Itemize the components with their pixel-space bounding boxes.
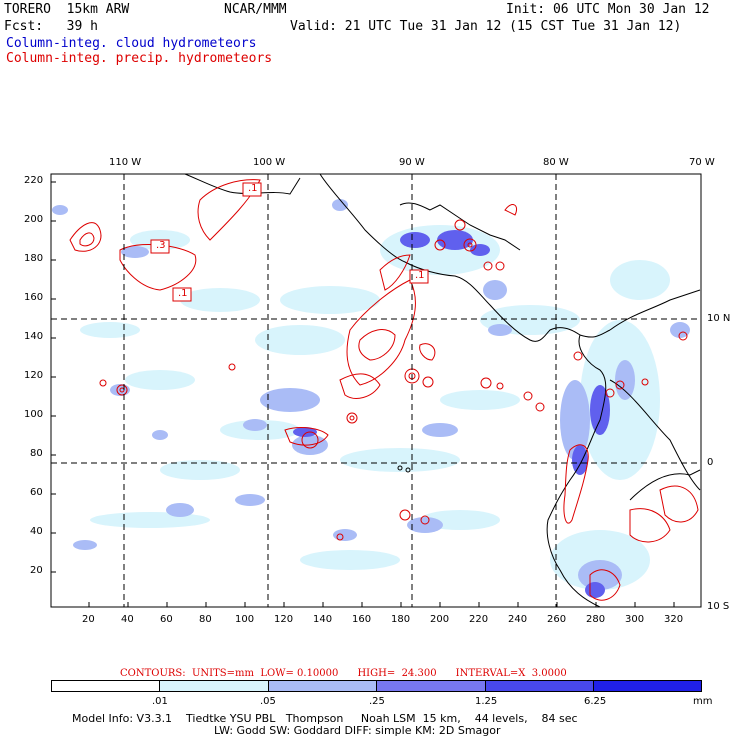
lat-label: 10 S — [707, 601, 730, 612]
colorbar-label: .01 — [152, 696, 168, 707]
center-name: NCAR/MMM — [224, 2, 287, 17]
colorbar-label: 6.25 — [584, 696, 607, 707]
contour-label: .1 — [248, 183, 258, 194]
lon-label: 100 W — [253, 157, 286, 168]
lon-label: 80 W — [543, 157, 569, 168]
y-tick-label: 200 — [24, 214, 44, 225]
y-tick-label: 100 — [24, 409, 44, 420]
contour-label: .1 — [178, 288, 188, 299]
field-cloud-title: Column-integ. cloud hydrometeors — [6, 36, 257, 51]
x-tick-label: 60 — [160, 614, 173, 625]
x-tick-label: 280 — [586, 614, 606, 625]
cloud-shading-dark — [293, 230, 610, 598]
x-tick-label: 180 — [391, 614, 411, 625]
y-tick-label: 180 — [24, 253, 44, 264]
contour-label: .1 — [415, 270, 425, 281]
model-name: TORERO 15km ARW — [4, 2, 130, 17]
init-time: Init: 06 UTC Mon 30 Jan 12 — [506, 2, 710, 17]
field-precip-title: Column-integ. precip. hydrometeors — [6, 51, 273, 66]
colorbar-label: .05 — [260, 696, 276, 707]
colorbar-segment — [159, 680, 269, 692]
valid-time: Valid: 21 UTC Tue 31 Jan 12 (15 CST Tue … — [290, 19, 682, 34]
x-tick-label: 100 — [235, 614, 255, 625]
y-tick-label: 140 — [24, 331, 44, 342]
x-tick-label: 320 — [664, 614, 684, 625]
latlon-grid — [51, 174, 701, 607]
colorbar-segment — [268, 680, 377, 692]
lat-label: 0 — [707, 457, 714, 468]
colorbar-label: 1.25 — [475, 696, 498, 707]
y-tick-label: 80 — [30, 448, 43, 459]
map-frame — [50, 173, 702, 608]
coastlines — [184, 174, 701, 607]
x-tick-label: 80 — [199, 614, 212, 625]
lat-label: 10 N — [707, 313, 731, 324]
x-tick-label: 260 — [547, 614, 567, 625]
contour-label-boxes — [150, 182, 429, 302]
colorbar-segment — [593, 680, 702, 692]
colorbar-units: mm — [693, 696, 713, 707]
lon-label: 110 W — [109, 157, 142, 168]
x-tick-label: 300 — [625, 614, 645, 625]
x-tick-label: 160 — [352, 614, 372, 625]
colorbar-segment — [485, 680, 594, 692]
forecast-hour: Fcst: 39 h — [4, 19, 98, 34]
colorbar-segment — [51, 680, 160, 692]
x-tick-label: 20 — [82, 614, 95, 625]
colorbar-label: .25 — [369, 696, 385, 707]
lon-label: 90 W — [399, 157, 425, 168]
x-tick-label: 220 — [469, 614, 489, 625]
precip-contours — [69, 179, 699, 601]
x-tick-label: 240 — [508, 614, 528, 625]
y-tick-label: 20 — [30, 565, 43, 576]
x-tick-label: 200 — [430, 614, 450, 625]
contour-label: .3 — [156, 240, 166, 251]
contour-info: CONTOURS: UNITS=mm LOW= 0.10000 HIGH= 24… — [120, 668, 567, 679]
x-tick-label: 140 — [313, 614, 333, 625]
x-tick-label: 120 — [274, 614, 294, 625]
y-tick-label: 220 — [24, 175, 44, 186]
x-tick-label: 40 — [121, 614, 134, 625]
y-tick-label: 60 — [30, 487, 43, 498]
model-info: Model Info: V3.3.1 Tiedtke YSU PBL Thomp… — [72, 712, 578, 725]
y-tick-label: 40 — [30, 526, 43, 537]
lon-label: 70 W — [689, 157, 715, 168]
y-tick-label: 160 — [24, 292, 44, 303]
cloud-shading-light — [80, 225, 670, 590]
colorbar-segment — [376, 680, 486, 692]
y-tick-label: 120 — [24, 370, 44, 381]
model-info-physics: LW: Godd SW: Goddard DIFF: simple KM: 2D… — [214, 724, 501, 737]
axis-ticks — [51, 181, 675, 607]
cloud-shading-medium — [52, 199, 690, 590]
